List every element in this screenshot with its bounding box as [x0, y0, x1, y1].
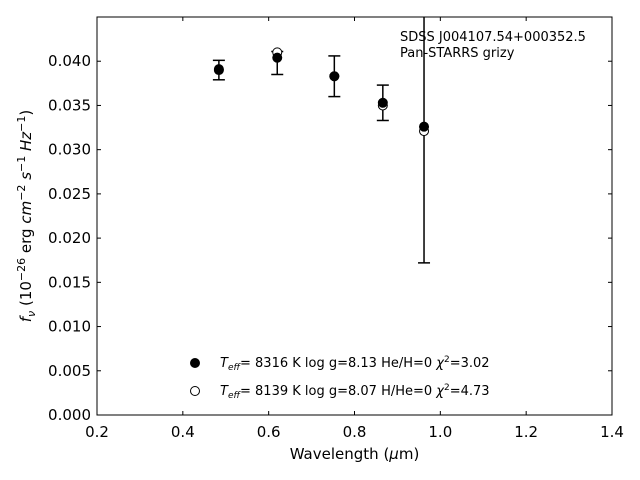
annotation-survey-name: Pan-STARRS grizy: [400, 46, 515, 61]
model-point-filled: [272, 52, 283, 63]
annotation-object-name: SDSS J004107.54+000352.5: [400, 30, 586, 45]
x-tick-label: 1.4: [600, 423, 624, 441]
y-tick-label: 0.015: [48, 273, 91, 291]
model-point-filled: [213, 64, 224, 75]
x-tick-label: 1.2: [514, 423, 538, 441]
model-point-filled: [419, 121, 430, 132]
x-tick-label: 1.0: [428, 423, 452, 441]
data-points-layer: [213, 47, 430, 137]
y-tick-label: 0.035: [48, 96, 91, 114]
y-tick-label: 0.040: [48, 52, 91, 70]
y-tick-label: 0.000: [48, 406, 91, 424]
x-tick-label: 0.2: [85, 423, 109, 441]
x-tick-label: 0.6: [257, 423, 281, 441]
y-ticks: 0.000 0.005 0.010 0.015 0.020 0.025 0.030 0.035…: [48, 52, 612, 424]
legend-marker-filled: [190, 358, 200, 368]
y-tick-label: 0.030: [48, 141, 91, 159]
model-point-filled: [329, 71, 340, 82]
error-bars-layer: [212, 17, 431, 264]
y-tick-label: 0.025: [48, 185, 91, 203]
legend: Teff= 8316 K log g=8.13 He/H=0 χ2=3.02 T…: [190, 355, 490, 401]
legend-label-model-1: Teff= 8316 K log g=8.13 He/H=0 χ2=3.02: [220, 355, 490, 373]
y-axis-label: fν (10−26 erg cm−2 s−1 Hz−1): [15, 110, 38, 322]
model-point-filled: [377, 97, 388, 108]
x-axis-label: Wavelength (μm): [290, 445, 420, 463]
y-tick-label: 0.005: [48, 362, 91, 380]
legend-label-model-2: Teff= 8139 K log g=8.07 H/He=0 χ2=4.73: [220, 383, 490, 401]
x-ticks: 0.2 0.4 0.6 0.8 1.0 1.2 1.4: [85, 17, 624, 441]
x-tick-label: 0.4: [171, 423, 195, 441]
y-tick-label: 0.020: [48, 229, 91, 247]
legend-marker-open: [190, 386, 200, 396]
x-tick-label: 0.8: [343, 423, 367, 441]
y-tick-label: 0.010: [48, 318, 91, 336]
